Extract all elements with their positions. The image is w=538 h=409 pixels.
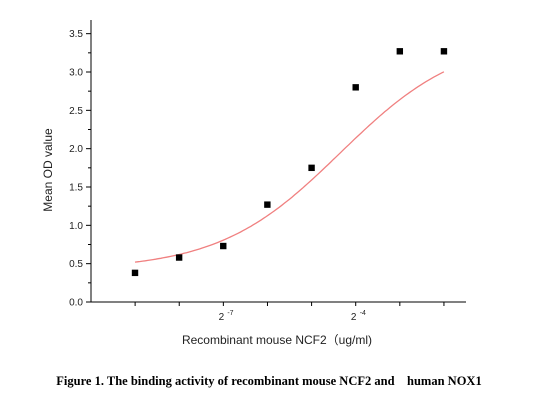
- data-point: [308, 164, 315, 172]
- y-tick-label: 3.0: [69, 68, 83, 79]
- x-axis-label: Recombinant mouse NCF2（ug/ml): [182, 333, 372, 347]
- y-tick-label: 3.5: [69, 29, 83, 40]
- data-point: [220, 242, 227, 250]
- y-axis-label: Mean OD value: [41, 128, 55, 212]
- x-tick-label: 2: [351, 312, 357, 323]
- data-point: [175, 254, 183, 261]
- y-tick-label: 1.0: [69, 221, 83, 232]
- fit-curve: [134, 71, 445, 263]
- y-tick-label: 2.0: [69, 144, 83, 155]
- x-tick-label: 2: [219, 312, 225, 323]
- figure-caption: Figure 1. The binding activity of recomb…: [56, 374, 482, 388]
- x-tick-label-exponent: -7: [227, 310, 233, 317]
- data-point: [352, 84, 359, 91]
- y-tick-label: 2.5: [69, 106, 83, 117]
- data-point: [264, 201, 271, 208]
- y-tick-label: 0.0: [69, 298, 83, 309]
- y-tick-label: 0.5: [69, 259, 83, 270]
- data-point: [396, 48, 404, 55]
- data-point: [440, 48, 448, 55]
- y-tick-label: 1.5: [69, 183, 83, 194]
- data-point: [131, 269, 139, 277]
- x-tick-label-exponent: -4: [360, 310, 366, 317]
